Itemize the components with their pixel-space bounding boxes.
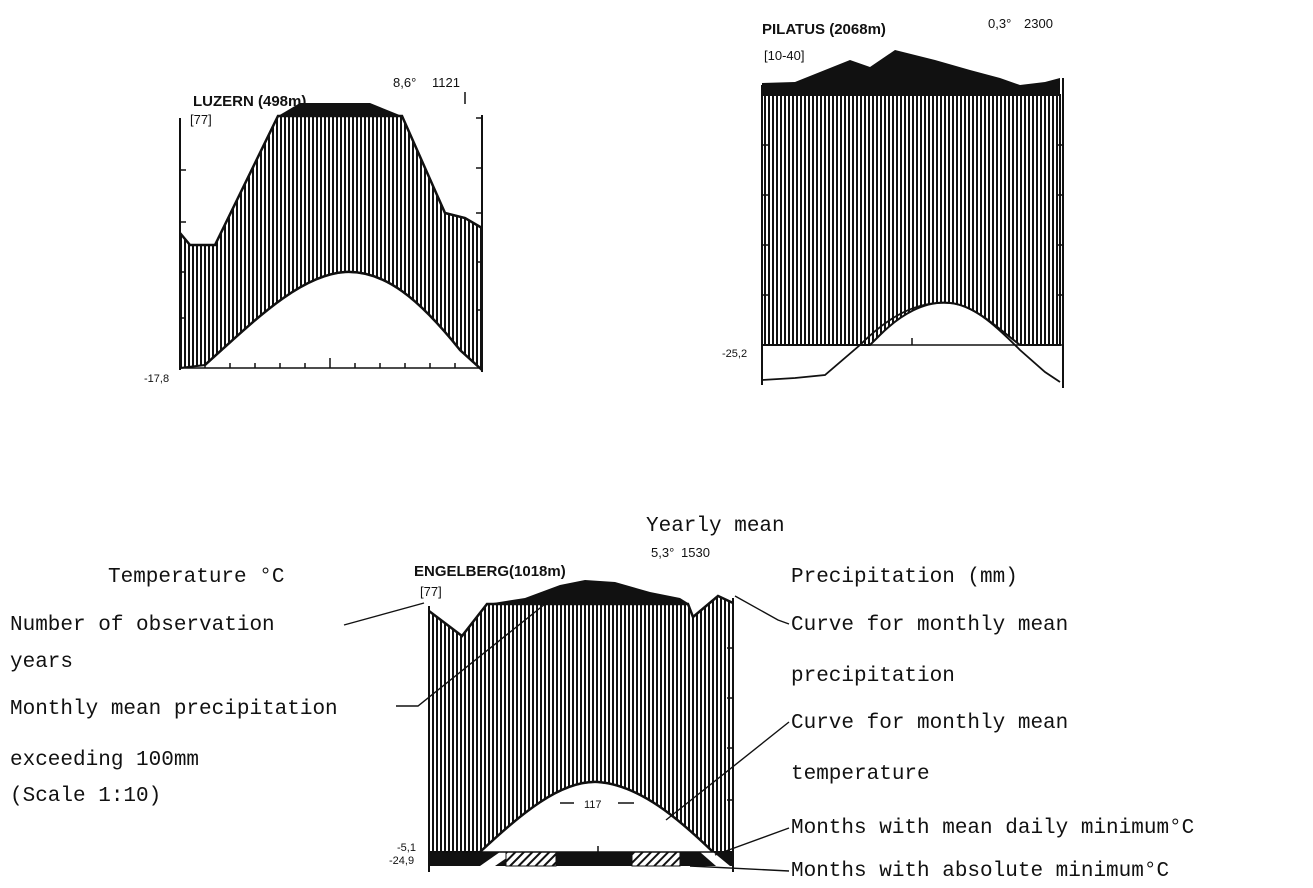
engelberg-daily-min-gap-right xyxy=(700,852,730,866)
engelberg-ticks xyxy=(597,647,733,852)
legend-curve-precip-line1: Curve for monthly mean xyxy=(791,614,1068,637)
engelberg-mean-precip: 1530 xyxy=(681,545,710,560)
pilatus-precip-excess xyxy=(762,50,1060,95)
legend-precipitation: Precipitation (mm) xyxy=(791,566,1018,589)
luzern-humid-area xyxy=(179,115,483,373)
legend-curve-precip-line2: precipitation xyxy=(791,665,955,688)
engelberg-temp-curve xyxy=(479,780,714,853)
luzern-min-label: -17,8 xyxy=(144,373,169,385)
engelberg-min-abs-label: -24,9 xyxy=(389,855,414,867)
engelberg-hatch-right-fill xyxy=(631,851,681,867)
legend-annotations: Yearly mean Temperature °C Precipitation… xyxy=(10,515,1194,883)
legend-obs-years-line1: Number of observation xyxy=(10,614,275,637)
pilatus-min-label: -25,2 xyxy=(722,348,747,360)
chart-luzern: LUZERN (498m) [77] 8,6° 1121 -17,8 xyxy=(144,75,483,385)
luzern-temp-curve xyxy=(204,270,483,371)
legend-curve-temp-line2: temperature xyxy=(791,763,930,786)
engelberg-peak-box xyxy=(576,796,616,810)
luzern-title: LUZERN (498m) xyxy=(193,93,306,110)
engelberg-years: [77] xyxy=(420,584,442,599)
engelberg-min-daily-label: -5,1 xyxy=(397,842,416,854)
engelberg-humid-area xyxy=(428,594,734,853)
leader-lines xyxy=(343,595,790,872)
legend-monthly-exceed-line3: (Scale 1:10) xyxy=(10,785,161,808)
legend-months-abs-min: Months with absolute minimum°C xyxy=(791,860,1169,883)
engelberg-precip-excess xyxy=(487,580,688,604)
legend-yearly-mean: Yearly mean xyxy=(646,515,785,538)
legend-obs-years-line2: years xyxy=(10,651,73,674)
pilatus-humid-area xyxy=(761,94,1061,346)
engelberg-abs-min-band xyxy=(429,852,733,866)
chart-pilatus: PILATUS (2068m) [10-40] 0,3° 2300 -25,2 xyxy=(722,16,1064,388)
pilatus-temp-curve xyxy=(761,301,1061,383)
engelberg-mean-temp: 5,3° xyxy=(651,545,674,560)
chart-engelberg: 117 ENGELBERG(1018m) [77] 5,3° 1530 -5,1… xyxy=(389,545,734,872)
legend-temperature: Temperature °C xyxy=(108,566,284,589)
pilatus-title: PILATUS (2068m) xyxy=(762,21,886,38)
pilatus-mean-temp: 0,3° xyxy=(988,16,1011,31)
engelberg-precip-curve xyxy=(428,594,734,638)
pilatus-mean-precip: 2300 xyxy=(1024,16,1053,31)
engelberg-hatch-left-fill xyxy=(505,851,557,867)
pilatus-years: [10-40] xyxy=(764,48,804,63)
luzern-precip-curve xyxy=(179,114,483,247)
engelberg-title: ENGELBERG(1018m) xyxy=(414,563,566,580)
legend-months-daily-min: Months with mean daily minimum°C xyxy=(791,817,1194,840)
pilatus-ticks xyxy=(762,144,1063,345)
legend-monthly-exceed-line2: exceeding 100mm xyxy=(10,749,199,772)
luzern-mean-precip: 1121 xyxy=(432,75,460,90)
luzern-precip-excess xyxy=(278,103,402,116)
legend-curve-temp-line1: Curve for monthly mean xyxy=(791,712,1068,735)
luzern-mean-temp: 8,6° xyxy=(393,75,416,90)
luzern-ticks xyxy=(180,92,482,368)
engelberg-peak-label: 117 xyxy=(584,799,602,811)
luzern-years: [77] xyxy=(190,112,212,127)
legend-monthly-exceed-line1: Monthly mean precipitation xyxy=(10,698,338,721)
